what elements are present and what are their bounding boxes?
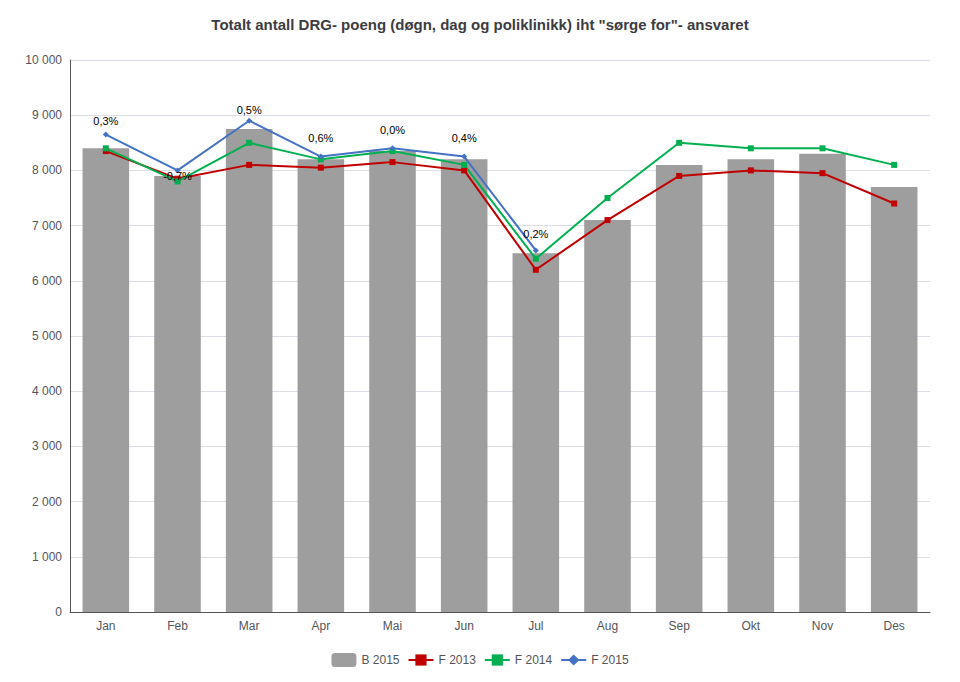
svg-text:4 000: 4 000 xyxy=(32,384,62,398)
svg-text:6 000: 6 000 xyxy=(32,274,62,288)
svg-text:5 000: 5 000 xyxy=(32,329,62,343)
svg-text:Sep: Sep xyxy=(668,619,690,633)
svg-text:10 000: 10 000 xyxy=(25,53,62,67)
svg-text:Mar: Mar xyxy=(239,619,260,633)
svg-text:-0,7%: -0,7% xyxy=(163,170,192,182)
svg-text:F 2015: F 2015 xyxy=(591,653,629,667)
svg-text:0,3%: 0,3% xyxy=(93,115,118,127)
svg-text:B 2015: B 2015 xyxy=(361,653,399,667)
svg-text:0,4%: 0,4% xyxy=(452,132,477,144)
svg-text:Aug: Aug xyxy=(597,619,618,633)
svg-text:0,5%: 0,5% xyxy=(237,104,262,116)
svg-text:Des: Des xyxy=(883,619,904,633)
svg-text:F 2013: F 2013 xyxy=(438,653,476,667)
svg-text:0: 0 xyxy=(55,605,62,619)
svg-text:Apr: Apr xyxy=(311,619,330,633)
svg-text:0,0%: 0,0% xyxy=(380,124,405,136)
svg-text:Okt: Okt xyxy=(741,619,760,633)
svg-text:F 2014: F 2014 xyxy=(515,653,553,667)
svg-text:3 000: 3 000 xyxy=(32,439,62,453)
svg-text:8 000: 8 000 xyxy=(32,163,62,177)
svg-text:Jan: Jan xyxy=(96,619,115,633)
svg-text:1 000: 1 000 xyxy=(32,550,62,564)
svg-text:0,2%: 0,2% xyxy=(523,228,548,240)
svg-text:Nov: Nov xyxy=(812,619,833,633)
svg-text:7 000: 7 000 xyxy=(32,219,62,233)
svg-text:9 000: 9 000 xyxy=(32,108,62,122)
svg-text:Mai: Mai xyxy=(383,619,402,633)
svg-text:Feb: Feb xyxy=(167,619,188,633)
svg-text:2 000: 2 000 xyxy=(32,495,62,509)
svg-text:0,6%: 0,6% xyxy=(308,132,333,144)
svg-text:Totalt antall DRG- poeng (døgn: Totalt antall DRG- poeng (døgn, dag og p… xyxy=(211,16,748,33)
svg-text:Jul: Jul xyxy=(528,619,543,633)
svg-text:Jun: Jun xyxy=(454,619,473,633)
